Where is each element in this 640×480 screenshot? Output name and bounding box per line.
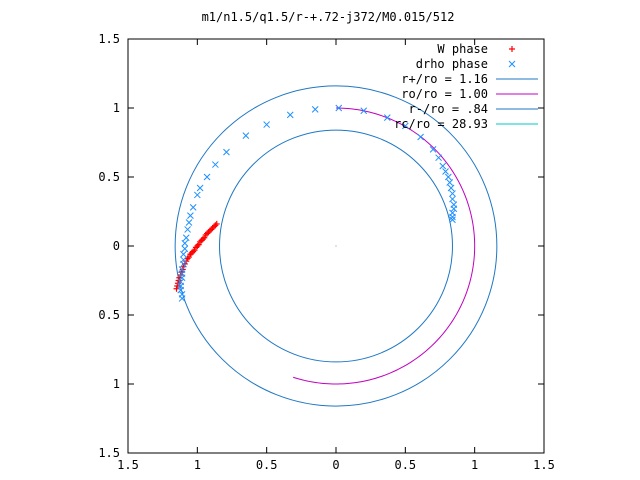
w-phase-point: [210, 223, 217, 230]
drho-phase-point: [178, 290, 186, 298]
w-phase-point: [205, 229, 212, 236]
x-tick-label: 0: [332, 458, 339, 472]
w-phase-point: [206, 227, 213, 234]
circle-line-1: [293, 107, 476, 385]
drho-phase-point: [212, 161, 219, 168]
w-phase-point: [186, 254, 193, 261]
legend-marker-plus: [509, 46, 515, 52]
w-phase-point: [174, 283, 181, 290]
drho-phase-point: [360, 107, 368, 115]
drho-phase-point: [449, 195, 456, 203]
x-tick-label: 0.5: [394, 458, 416, 472]
w-phase-point: [204, 230, 211, 237]
drho-phase-point: [181, 239, 189, 247]
point-series-1: [177, 104, 458, 302]
legend-marker-cross: [508, 60, 516, 68]
drho-phase-point: [311, 106, 319, 113]
drho-phase-point: [286, 111, 294, 119]
w-phase-point: [212, 222, 219, 229]
legend-label: r-/ro = .84: [409, 102, 488, 116]
y-tick-label: 1: [113, 377, 120, 391]
drho-phase-point: [417, 133, 424, 141]
w-phase-point: [192, 244, 199, 251]
y-tick-label: 1.5: [98, 32, 120, 46]
drho-phase-point: [439, 162, 447, 170]
circle-line-0: [174, 85, 498, 407]
series-layer: [173, 85, 498, 407]
w-phase-point: [201, 234, 208, 241]
drho-phase-point: [429, 146, 437, 153]
legend-label: W phase: [437, 42, 488, 56]
circle-line-2: [219, 129, 453, 363]
y-tick-label: 1: [113, 101, 120, 115]
w-phase-point: [187, 251, 194, 258]
drho-phase-point: [383, 114, 391, 122]
drho-phase-point: [335, 104, 343, 112]
legend-label: ro/ro = 1.00: [401, 87, 488, 101]
drho-phase-point: [446, 179, 454, 186]
axes-layer: 1.5 1 0.5 0 0.5 1 1.51.510.500.511.5: [98, 32, 555, 472]
drho-phase-point: [450, 205, 458, 213]
drho-phase-point: [193, 191, 201, 199]
origin-dot: [335, 245, 337, 247]
w-phase-point: [190, 248, 197, 255]
drho-phase-point: [447, 184, 455, 192]
w-phase-point: [184, 255, 191, 262]
chart-title: m1/n1.5/q1.5/r-+.72-j372/M0.015/512: [202, 10, 455, 24]
y-tick-label: 0: [113, 239, 120, 253]
drho-phase-point: [189, 204, 197, 211]
w-phase-point: [191, 247, 198, 254]
w-phase-point: [202, 231, 209, 238]
w-phase-point: [199, 236, 206, 243]
drho-phase-point: [401, 122, 409, 130]
drho-phase-point: [263, 121, 271, 128]
w-phase-point: [198, 237, 205, 244]
x-tick-label: 1.5: [533, 458, 555, 472]
x-tick-label: 1.5: [117, 458, 139, 472]
drho-phase-point: [184, 226, 191, 233]
drho-phase-point: [180, 256, 187, 264]
drho-phase-point: [180, 250, 187, 258]
drho-phase-point: [182, 234, 190, 242]
w-phase-point: [188, 249, 195, 256]
drho-phase-point: [435, 154, 442, 162]
drho-phase-point: [196, 184, 204, 192]
drho-phase-point: [444, 173, 452, 181]
w-phase-point: [209, 225, 216, 232]
w-phase-point: [194, 243, 201, 249]
drho-phase-point: [177, 278, 185, 286]
drho-phase-point: [449, 213, 456, 221]
drho-phase-point: [449, 216, 456, 224]
drho-phase-point: [181, 245, 189, 253]
x-tick-label: 1: [194, 458, 201, 472]
x-tick-label: 0.5: [256, 458, 278, 472]
w-phase-point: [195, 241, 202, 248]
drho-phase-point: [242, 132, 250, 139]
w-phase-point: [213, 220, 220, 227]
y-tick-label: 0.5: [98, 170, 120, 184]
drho-phase-point: [449, 190, 456, 197]
drho-phase-point: [223, 148, 230, 156]
drho-phase-point: [203, 173, 211, 181]
legend-label: rc/ro = 28.93: [394, 117, 488, 131]
drho-phase-point: [187, 212, 194, 219]
drho-phase-point: [185, 219, 193, 226]
drho-phase-point: [442, 168, 449, 175]
legend-label: drho phase: [416, 57, 488, 71]
drho-phase-point: [178, 266, 186, 273]
y-tick-label: 0.5: [98, 308, 120, 322]
legend-label: r+/ro = 1.16: [401, 72, 488, 86]
w-phase-point: [208, 226, 215, 233]
x-tick-label: 1: [471, 458, 478, 472]
y-tick-label: 1.5: [98, 446, 120, 460]
w-phase-point: [197, 238, 204, 245]
